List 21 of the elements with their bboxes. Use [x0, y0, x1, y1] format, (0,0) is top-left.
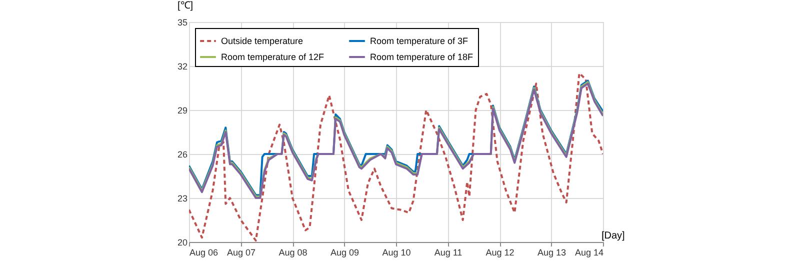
y-tick-label: 35 [177, 18, 188, 28]
legend-label: Room temperature of 12F [221, 52, 325, 62]
y-tick-label: 20 [177, 238, 188, 248]
y-tick-label: 23 [177, 194, 188, 204]
x-tick-label: Aug 10 [382, 248, 411, 258]
legend-label: Room temperature of 3F [370, 36, 469, 46]
x-tick-label: Aug 08 [278, 248, 308, 258]
x-tick-label: Aug 09 [330, 248, 360, 258]
x-tick-label: Aug 13 [537, 248, 566, 258]
x-axis-title: [Day] [602, 230, 626, 242]
y-tick-label: 29 [177, 106, 188, 116]
x-tick-label: Aug 11 [434, 248, 462, 258]
y-tick-label: 32 [177, 62, 188, 72]
legend-label: Room temperature of 18F [370, 52, 474, 62]
x-tick-label: Aug 14 [574, 248, 604, 258]
legend-label: Outside temperature [221, 36, 304, 46]
y-tick-label: 26 [177, 150, 188, 160]
x-tick-label: Aug 12 [486, 248, 514, 258]
y-axis-title: [℃] [178, 0, 194, 12]
x-tick-label: Aug 07 [226, 248, 256, 258]
x-tick-label: Aug 06 [190, 248, 218, 258]
